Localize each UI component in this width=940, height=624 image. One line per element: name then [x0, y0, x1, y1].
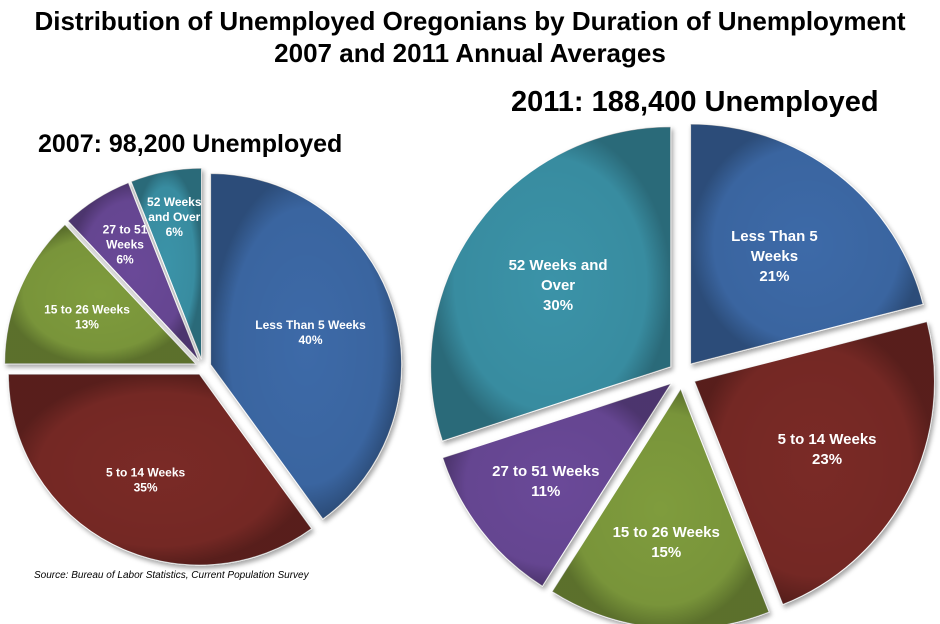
pie-2007-label-line: and Over — [148, 210, 200, 224]
pie-2011-label-27-to-51-weeks: 27 to 51 Weeks 11% — [492, 463, 599, 500]
pie-2007-slice-52-weeks-and-over-shading — [131, 168, 202, 360]
pie-2011-label-line: 15% — [651, 544, 681, 561]
pie-2011-slice-52-weeks-and-over-shading — [430, 126, 671, 441]
pie-2011-label-line: 52 Weeks and — [509, 257, 608, 274]
pie-2007-slice-5-to-14-weeks-shading — [8, 374, 312, 566]
pie-2011-label-line: 23% — [812, 451, 842, 468]
pie-2011-label-line: 11% — [531, 483, 560, 500]
source-note: Source: Bureau of Labor Statistics, Curr… — [34, 570, 309, 581]
pie-2011-label-less-than-5-weeks: Less Than 5 Weeks 21% — [731, 228, 818, 285]
pie-2011: Less Than 5 Weeks 21% 5 to 14 Weeks 23% 15 to… — [430, 123, 935, 624]
pie-2007-label-line: 35% — [134, 480, 158, 494]
pie-2007-label-line: 40% — [299, 333, 323, 347]
pie-2007-label-line: Weeks — [106, 237, 144, 251]
pie-2011-label-line: Over — [541, 277, 575, 294]
pie-2011-slice-5-to-14-weeks-shading — [694, 321, 935, 605]
pie-2011-label-line: 27 to 51 Weeks — [492, 463, 599, 480]
pie-2011-label-line: 5 to 14 Weeks — [778, 431, 877, 448]
pie-2011-slice-15-to-26-weeks-shading — [552, 388, 770, 624]
pie-2007-label-line: 6% — [166, 225, 184, 239]
pie-2011-label-15-to-26-weeks: 15 to 26 Weeks 15% — [613, 524, 720, 561]
pie-2007-label-52-weeks-and-over: 52 Weeks and Over 6% — [147, 195, 202, 239]
pie-2007-title: 2007: 98,200 Unemployed — [38, 130, 343, 158]
pie-2007-label-line: 13% — [75, 317, 99, 331]
pie-2007-label-line: Less Than 5 Weeks — [255, 318, 366, 332]
pie-2007-label-less-than-5-weeks: Less Than 5 Weeks 40% — [255, 318, 366, 347]
pie-2007-label-line: 52 Weeks — [147, 195, 202, 209]
pie-2007-label-15-to-26-weeks: 15 to 26 Weeks 13% — [44, 302, 130, 331]
chart-title-line-1: Distribution of Unemployed Oregonians by… — [34, 6, 906, 36]
pie-2007-label-27-to-51-weeks: 27 to 51 Weeks 6% — [103, 222, 148, 266]
pie-2011-label-52-weeks-and-over: 52 Weeks and Over 30% — [509, 257, 608, 314]
pie-2011-slice-27-to-51-weeks-shading — [442, 383, 671, 587]
pie-2011-label-line: Less Than 5 — [731, 228, 818, 245]
chart-title-line-2: 2007 and 2011 Annual Averages — [274, 38, 666, 68]
pie-2007-label-line: 5 to 14 Weeks — [106, 465, 185, 479]
pie-2011-slice-less-than-5-weeks-shading — [690, 123, 924, 364]
pie-2007-slice-27-to-51-weeks-shading — [67, 182, 199, 361]
pie-2011-title: 2011: 188,400 Unemployed — [511, 86, 879, 118]
pie-2007-label-line: 6% — [116, 252, 134, 266]
pie-2007-slice-less-than-5-weeks-shading — [210, 173, 402, 520]
pie-2007-label-5-to-14-weeks: 5 to 14 Weeks 35% — [106, 465, 185, 494]
pie-2007-label-line: 15 to 26 Weeks — [44, 302, 130, 316]
pie-2011-label-5-to-14-weeks: 5 to 14 Weeks 23% — [778, 431, 877, 468]
pie-2007-slice-15-to-26-weeks-shading — [4, 224, 196, 364]
pie-2011-label-line: 21% — [759, 268, 789, 285]
pie-2011-label-line: Weeks — [751, 248, 798, 265]
pie-2011-label-line: 15 to 26 Weeks — [613, 524, 720, 541]
pie-2007: Less Than 5 Weeks 40% 5 to 14 Weeks 35% 15 t… — [4, 167, 403, 566]
pie-2011-label-line: 30% — [543, 297, 573, 314]
pie-2007-label-line: 27 to 51 — [103, 222, 148, 236]
